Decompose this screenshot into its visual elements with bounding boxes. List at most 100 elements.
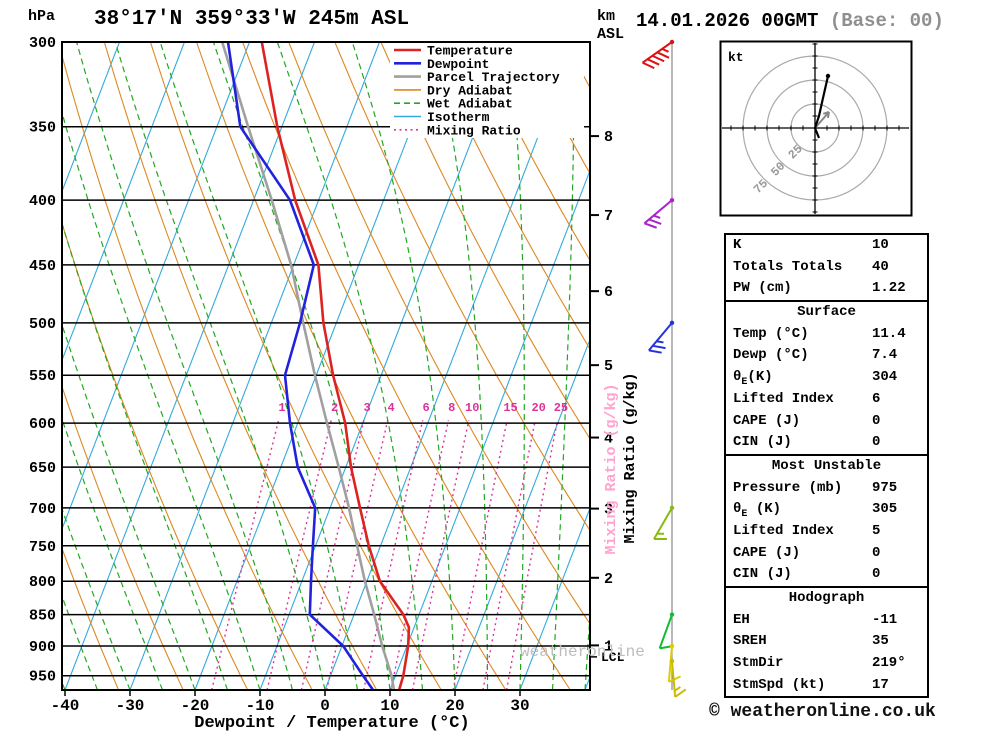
temp-tick-label: -20 xyxy=(181,697,210,715)
wind-barb xyxy=(641,39,675,70)
km-tick-label: 4 xyxy=(604,431,613,448)
table-row: CIN (J) 0 xyxy=(726,432,927,454)
table-row: Dewp (°C) 7.4 xyxy=(726,345,927,367)
row-value: 219° xyxy=(872,655,906,672)
pressure-tick-label: 650 xyxy=(29,460,56,477)
km-tick-label: 5 xyxy=(604,358,613,375)
row-label: PW (cm) xyxy=(733,280,792,297)
mixing-axis-label-echo: Mixing Ratio (g/kg) xyxy=(603,383,620,554)
hodograph-unit-label: kt xyxy=(728,50,744,65)
table-row: CIN (J) 0 xyxy=(726,564,927,586)
legend-label: Isotherm xyxy=(427,110,490,125)
table-row: Lifted Index 5 xyxy=(726,521,927,543)
row-value: 975 xyxy=(872,479,898,496)
run-datetime: 14.01.2026 00GMT xyxy=(636,10,819,32)
pressure-tick-label: 850 xyxy=(29,608,56,625)
row-label: CAPE (J) xyxy=(733,412,801,429)
km-tick-label: 6 xyxy=(604,284,613,301)
table-row: EH -11 xyxy=(726,610,927,632)
pressure-axis-unit: hPa xyxy=(28,8,55,25)
mixing-ratio-value-label: 20 xyxy=(531,401,545,415)
temperature-curve xyxy=(260,42,411,690)
mixing-ratio-lines xyxy=(211,420,559,690)
copyright: © weatheronline.co.uk xyxy=(709,702,936,722)
pressure-tick-label: 400 xyxy=(29,193,56,210)
table-row: StmSpd (kt) 17 xyxy=(726,675,927,697)
km-tick-label: 8 xyxy=(604,129,613,146)
table-section: Surface Temp (°C) 11.4 Dewp (°C) 7.4 θE(K) 304… xyxy=(726,300,927,454)
row-value: 305 xyxy=(872,501,898,518)
row-label: Pressure (mb) xyxy=(733,479,843,496)
mixing-ratio-value-label: 8 xyxy=(448,401,455,415)
mixing-ratio-value-label: 1 xyxy=(278,401,285,415)
table-section: K 10 Totals Totals 40 PW (cm) 1.22 xyxy=(726,235,927,300)
row-value: 40 xyxy=(872,258,889,275)
isotherms xyxy=(62,42,590,690)
section-header: Most Unstable xyxy=(771,457,882,474)
section-header: Hodograph xyxy=(788,590,865,606)
parcel-trajectory-curve xyxy=(220,42,396,690)
legend-label: Wet Adiabat xyxy=(427,97,513,112)
height-axis-unit: km xyxy=(597,8,615,25)
row-value: 1.22 xyxy=(872,280,906,297)
table-row: SREH 35 xyxy=(726,631,927,653)
pressure-tick-label: 950 xyxy=(29,669,56,686)
row-value: 0 xyxy=(872,544,881,561)
wind-barb xyxy=(653,505,675,541)
storm-motion-vector xyxy=(814,111,830,129)
wind-barb xyxy=(648,320,675,354)
indices-table: K 10 Totals Totals 40 PW (cm) 1.22 Surface Temp… xyxy=(724,233,929,699)
km-tick-label: 2 xyxy=(604,571,613,588)
temp-tick-label: -30 xyxy=(116,697,145,715)
x-axis-title: Dewpoint / Temperature (°C) xyxy=(194,714,469,733)
plot-area xyxy=(62,42,590,690)
table-row: θE(K) 304 xyxy=(726,367,927,389)
legend-label: Dewpoint xyxy=(427,57,489,72)
row-value: -11 xyxy=(872,611,898,628)
row-label: StmSpd (kt) xyxy=(733,676,826,693)
mixing-ratio-value-label: 2 xyxy=(331,401,338,415)
row-value: 5 xyxy=(872,522,881,539)
row-value: 7.4 xyxy=(872,347,898,364)
table-row: StmDir 219° xyxy=(726,653,927,675)
row-label: Temp (°C) xyxy=(733,325,809,342)
temp-tick-label: -40 xyxy=(51,697,80,715)
mixing-axis-label: Mixing Ratio (g/kg) xyxy=(622,372,639,543)
row-label: Dewp (°C) xyxy=(733,347,809,364)
temp-tick-label: 10 xyxy=(380,697,399,715)
temp-tick-label: 30 xyxy=(510,697,529,715)
mixing-ratio-value-label: 6 xyxy=(422,401,429,415)
row-value: 0 xyxy=(872,434,881,451)
row-label: CIN (J) xyxy=(733,434,792,451)
mixing-ratio-value-label: 10 xyxy=(465,401,479,415)
table-section: Most Unstable Pressure (mb) 975 θE (K) 305 Li… xyxy=(726,453,927,586)
watermark: weatheronline xyxy=(520,643,645,661)
km-tick-label: 3 xyxy=(604,502,613,519)
legend-label: Temperature xyxy=(427,44,513,59)
run-title: 14.01.2026 00GMT (Base: 00) xyxy=(636,10,944,32)
pressure-tick-label: 700 xyxy=(29,501,56,518)
row-value: 6 xyxy=(872,390,881,407)
trace-end-dot xyxy=(825,73,831,79)
km-tick-label: 7 xyxy=(604,208,613,225)
run-base: (Base: 00) xyxy=(829,10,944,32)
lcl-label: LCL xyxy=(601,650,625,665)
height-axis-unit2: ASL xyxy=(597,26,624,43)
row-value: 0 xyxy=(872,566,881,583)
pressure-tick-label: 550 xyxy=(29,368,56,385)
row-label: Totals Totals xyxy=(733,258,843,275)
table-row: Lifted Index 6 xyxy=(726,389,927,411)
wind-barb xyxy=(643,197,675,229)
row-label: StmDir xyxy=(733,655,784,672)
row-value: 17 xyxy=(872,676,889,693)
hodograph-trace-low xyxy=(813,127,821,139)
row-label: CAPE (J) xyxy=(733,544,801,561)
axis-labels: hPa3003504004505005506006507007508008509… xyxy=(28,8,645,733)
wind-barb xyxy=(669,658,687,698)
table-row: Pressure (mb) 975 xyxy=(726,478,927,500)
row-label: Lifted Index xyxy=(733,522,834,539)
pressure-tick-label: 800 xyxy=(29,574,56,591)
